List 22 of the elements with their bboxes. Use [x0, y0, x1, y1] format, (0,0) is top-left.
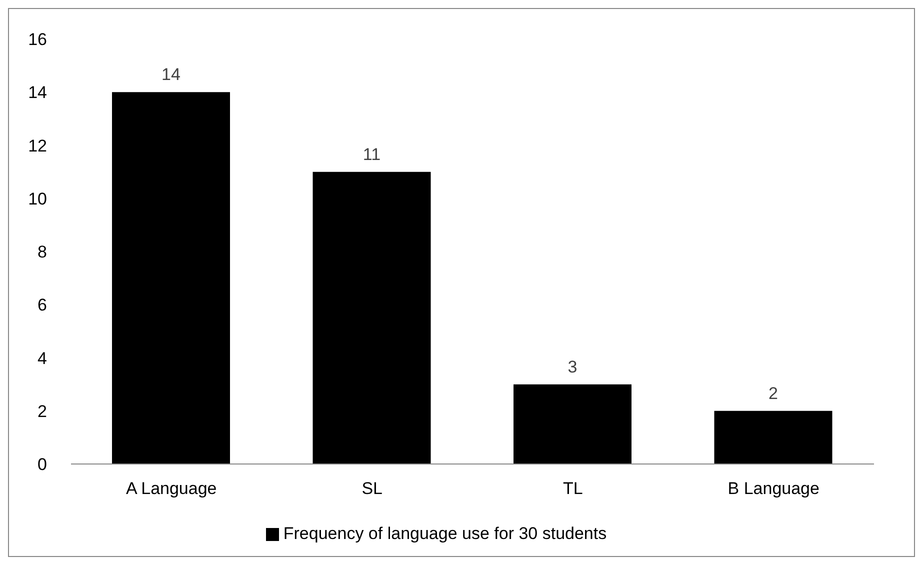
data-label: 3	[568, 357, 578, 376]
y-tick-label: 6	[38, 296, 47, 315]
data-label: 14	[162, 65, 180, 84]
bar	[312, 172, 431, 464]
bar	[514, 384, 632, 464]
x-tick-label: SL	[362, 479, 383, 498]
bar	[112, 92, 230, 464]
y-tick-label: 14	[28, 83, 47, 102]
y-tick-label: 0	[38, 455, 47, 474]
x-tick-label: A Language	[126, 479, 217, 498]
data-label: 11	[362, 144, 381, 164]
y-tick-label: 12	[28, 136, 47, 156]
x-tick-label: B Language	[728, 479, 820, 498]
x-tick-label: TL	[562, 479, 583, 498]
legend-label: Frequency of language use for 30 students	[283, 524, 607, 543]
y-tick-label: 10	[28, 189, 47, 208]
y-tick-label: 16	[28, 30, 47, 50]
y-tick-label: 2	[38, 402, 47, 421]
y-tick-label: 4	[38, 348, 47, 368]
y-tick-label: 8	[38, 242, 47, 262]
data-label: 2	[768, 384, 778, 403]
bar	[714, 410, 832, 464]
